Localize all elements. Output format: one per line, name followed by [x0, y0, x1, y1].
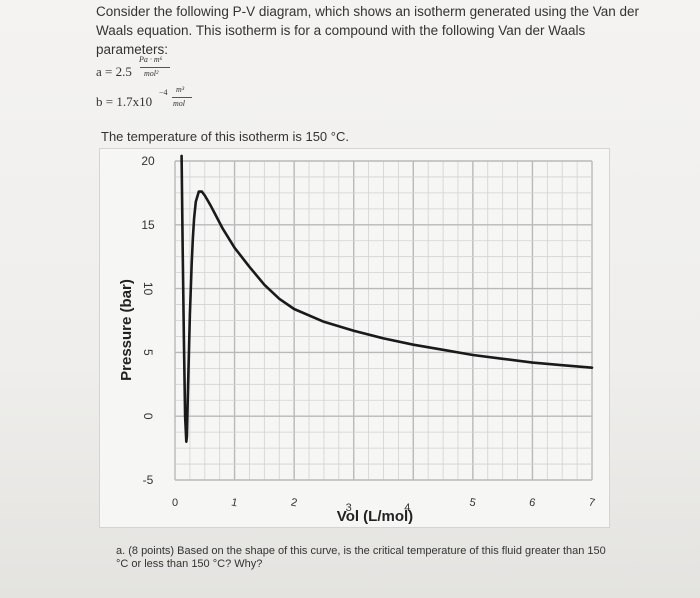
question-text: a. (8 points) Based on the shape of this…	[116, 545, 606, 570]
intro-text: Consider the following P-V diagram, whic…	[96, 4, 640, 57]
param-b-lhs: b = 1.7x10	[96, 94, 153, 109]
x-tick-label: 2	[290, 496, 298, 509]
param-a-unit-numerator: Pa · m⁶	[139, 55, 163, 64]
param-b-fraction-bar	[172, 97, 192, 98]
param-a-fraction-bar	[140, 67, 170, 68]
y-tick-label: 5	[141, 349, 155, 356]
x-tick-label: 4	[404, 502, 410, 514]
y-tick-label: 10	[141, 282, 155, 296]
x-tick-label: 0	[172, 497, 178, 509]
y-axis-label: Pressure (bar)	[118, 279, 135, 381]
x-tick-label: 7	[588, 496, 596, 509]
isotherm-curve	[180, 154, 594, 443]
param-a-lhs: a = 2.5	[96, 64, 132, 79]
x-tick-labels: 0 1 2 3 4 5 6 7	[172, 496, 596, 514]
x-tick-label: 5	[468, 496, 476, 509]
temperature-text: The temperature of this isotherm is 150 …	[101, 129, 349, 144]
x-tick-label: 3	[346, 502, 352, 514]
param-b-unit-numerator: m³	[176, 85, 185, 94]
x-tick-label: 1	[230, 496, 238, 509]
y-tick-label: 20	[141, 154, 155, 168]
param-b: b = 1.7x10 −4 m³ mol	[96, 85, 192, 110]
param-a-unit-denominator: mol²	[144, 69, 159, 78]
chart-grid	[174, 160, 593, 481]
param-b-unit-denominator: mol	[173, 99, 185, 108]
x-axis-label: Vol (L/mol)	[337, 508, 413, 525]
x-tick-label: 6	[528, 496, 536, 509]
param-b-exponent: −4	[159, 88, 168, 97]
y-tick-label: 0	[141, 413, 155, 420]
y-tick-labels: 20 15 10 5 0 -5	[141, 154, 155, 487]
param-a: a = 2.5 Pa · m⁶ mol²	[96, 55, 170, 80]
y-tick-label: 15	[141, 218, 155, 232]
y-tick-label: -5	[143, 473, 154, 487]
